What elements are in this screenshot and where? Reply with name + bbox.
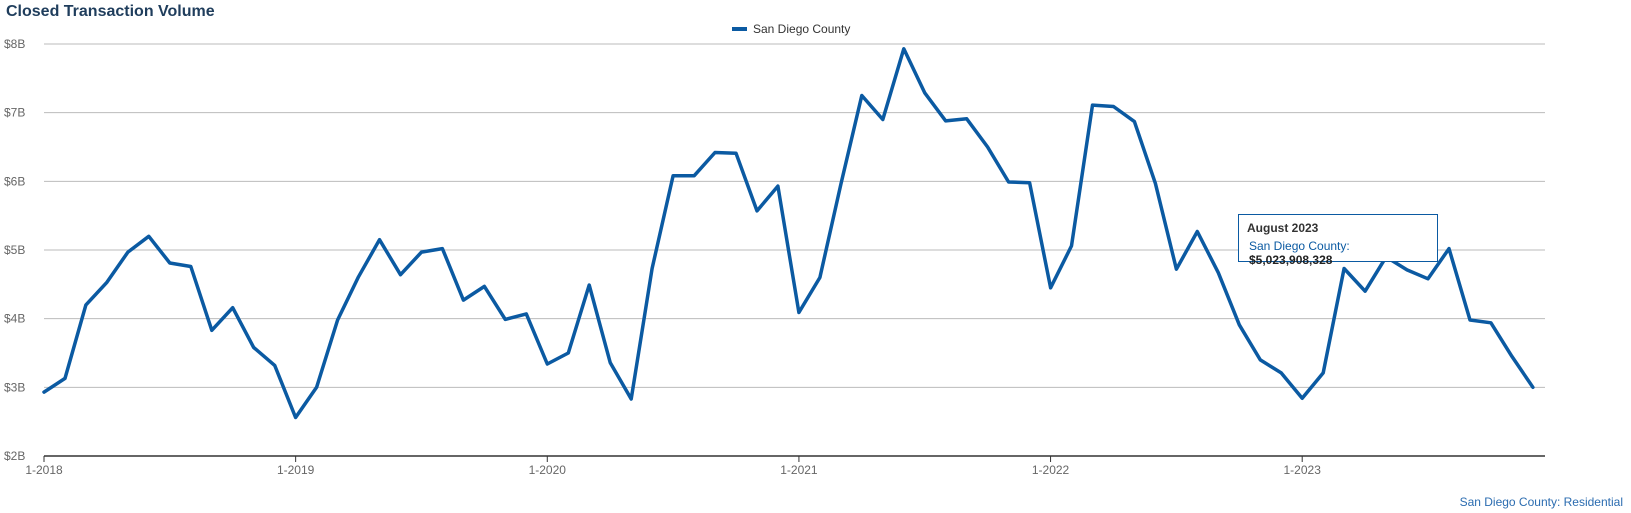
legend[interactable]: San Diego County xyxy=(732,22,850,36)
data-point[interactable] xyxy=(1359,285,1371,297)
y-tick-label: $8B xyxy=(4,37,25,51)
data-point[interactable] xyxy=(59,372,71,384)
data-point[interactable] xyxy=(1275,367,1287,379)
data-point[interactable] xyxy=(1024,177,1036,189)
data-point[interactable] xyxy=(1128,116,1140,128)
data-point[interactable] xyxy=(898,43,910,55)
data-point[interactable] xyxy=(332,314,344,326)
data-point[interactable] xyxy=(835,178,847,190)
data-point[interactable] xyxy=(1422,273,1434,285)
data-point[interactable] xyxy=(1233,319,1245,331)
data-point[interactable] xyxy=(1464,314,1476,326)
data-point[interactable] xyxy=(1317,367,1329,379)
data-point[interactable] xyxy=(1045,282,1057,294)
data-point[interactable] xyxy=(374,234,386,246)
data-point[interactable] xyxy=(206,324,218,336)
tooltip-series-label: San Diego County: xyxy=(1249,239,1350,253)
y-tick-label: $3B xyxy=(4,380,25,394)
data-point[interactable] xyxy=(1108,101,1120,113)
legend-swatch xyxy=(732,27,747,31)
y-axis-labels: $2B $3B $4B $5B $6B $7B $8B xyxy=(4,37,25,463)
data-point[interactable] xyxy=(269,359,281,371)
x-tick-label: 1-2018 xyxy=(25,463,63,477)
data-point[interactable] xyxy=(436,243,448,255)
x-tick-label: 1-2020 xyxy=(529,463,567,477)
data-point[interactable] xyxy=(499,313,511,325)
y-tick-label: $7B xyxy=(4,106,25,120)
data-point[interactable] xyxy=(227,302,239,314)
y-tick-label: $4B xyxy=(4,312,25,326)
data-point[interactable] xyxy=(122,246,134,258)
data-point[interactable] xyxy=(1003,176,1015,188)
data-point[interactable] xyxy=(604,357,616,369)
data-point[interactable] xyxy=(353,271,365,283)
data-point[interactable] xyxy=(457,294,469,306)
data-point[interactable] xyxy=(919,87,931,99)
data-point[interactable] xyxy=(290,412,302,424)
data-point[interactable] xyxy=(38,386,50,398)
data-point[interactable] xyxy=(1066,240,1078,252)
tooltip: August 2023 San Diego County: $5,023,908… xyxy=(1238,214,1438,267)
data-point[interactable] xyxy=(1296,392,1308,404)
series-layer[interactable] xyxy=(38,43,1539,424)
x-tick-label: 1-2019 xyxy=(277,463,315,477)
data-point[interactable] xyxy=(311,381,323,393)
data-point[interactable] xyxy=(185,261,197,273)
data-point[interactable] xyxy=(1443,243,1455,255)
data-point[interactable] xyxy=(751,205,763,217)
data-point[interactable] xyxy=(541,358,553,370)
data-point[interactable] xyxy=(583,279,595,291)
data-point[interactable] xyxy=(688,170,700,182)
data-point[interactable] xyxy=(1254,354,1266,366)
data-point[interactable] xyxy=(793,307,805,319)
data-point[interactable] xyxy=(1191,226,1203,238)
data-point[interactable] xyxy=(709,147,721,159)
y-tick-label: $6B xyxy=(4,174,25,188)
data-point[interactable] xyxy=(982,141,994,153)
series-line-0[interactable] xyxy=(42,47,1535,420)
data-point[interactable] xyxy=(1527,381,1539,393)
data-point[interactable] xyxy=(877,114,889,126)
data-point[interactable] xyxy=(1149,177,1161,189)
data-point[interactable] xyxy=(961,113,973,125)
data-point[interactable] xyxy=(248,342,260,354)
data-point[interactable] xyxy=(143,230,155,242)
data-point[interactable] xyxy=(1506,350,1518,362)
data-point[interactable] xyxy=(940,115,952,127)
data-point[interactable] xyxy=(1170,263,1182,275)
data-point[interactable] xyxy=(395,269,407,281)
data-point[interactable] xyxy=(1485,317,1497,329)
data-point[interactable] xyxy=(562,347,574,359)
x-tick-label: 1-2023 xyxy=(1284,463,1322,477)
data-point[interactable] xyxy=(1212,267,1224,279)
legend-label: San Diego County xyxy=(753,22,851,36)
data-point[interactable] xyxy=(164,257,176,269)
data-point[interactable] xyxy=(478,280,490,292)
x-axis: 1-2018 1-2019 1-2020 1-2021 1-2022 1-2023 xyxy=(25,455,1545,477)
chart-title: Closed Transaction Volume xyxy=(6,3,215,20)
data-point[interactable] xyxy=(625,393,637,405)
tooltip-row: San Diego County: $5,023,908,328 xyxy=(1247,239,1429,267)
data-point[interactable] xyxy=(416,246,428,258)
x-tick-label: 1-2022 xyxy=(1032,463,1070,477)
source-note[interactable]: San Diego County: Residential xyxy=(1459,495,1623,509)
y-tick-label: $2B xyxy=(4,449,25,463)
data-point[interactable] xyxy=(520,308,532,320)
tooltip-value: $5,023,908,328 xyxy=(1249,253,1333,267)
data-point[interactable] xyxy=(80,299,92,311)
data-point[interactable] xyxy=(730,147,742,159)
data-point[interactable] xyxy=(646,263,658,275)
data-point[interactable] xyxy=(772,180,784,192)
x-tick-label: 1-2021 xyxy=(780,463,818,477)
data-point[interactable] xyxy=(667,170,679,182)
tooltip-title: August 2023 xyxy=(1247,221,1319,235)
data-point[interactable] xyxy=(814,272,826,284)
data-point[interactable] xyxy=(856,90,868,102)
data-point[interactable] xyxy=(1087,99,1099,111)
y-tick-label: $5B xyxy=(4,243,25,257)
data-point[interactable] xyxy=(101,276,113,288)
